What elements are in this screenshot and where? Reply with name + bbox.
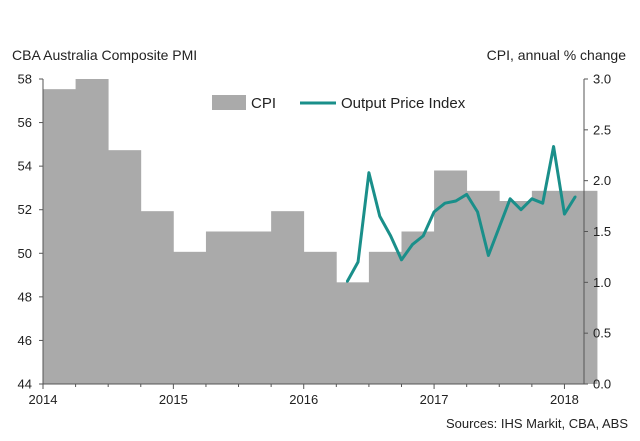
opi-point-16 bbox=[519, 208, 523, 211]
opi-point-9 bbox=[443, 201, 447, 205]
opi-point-2 bbox=[367, 171, 371, 174]
cpi-bar-10 bbox=[368, 251, 402, 384]
opi-point-4 bbox=[389, 234, 392, 238]
opi-point-19 bbox=[552, 145, 555, 148]
left-tick-label-1: 46 bbox=[18, 333, 32, 348]
legend-cpi-swatch bbox=[212, 95, 246, 110]
opi-point-15 bbox=[508, 197, 512, 201]
opi-point-13 bbox=[487, 254, 490, 257]
right-tick-label-2: 1.0 bbox=[593, 275, 611, 290]
left-tick-label-6: 56 bbox=[18, 115, 32, 130]
opi-point-1 bbox=[356, 260, 360, 264]
opi-point-11 bbox=[465, 193, 468, 196]
opi-point-10 bbox=[454, 199, 458, 203]
cpi-bar-3 bbox=[140, 211, 174, 384]
tick-labels: 44 46 48 50 52 54 56 58 0.0 0.5 1.0 1.5 2.0 2.5 3.0 201… bbox=[18, 72, 612, 408]
opi-point-3 bbox=[378, 215, 381, 218]
cpi-bar-9 bbox=[336, 282, 370, 384]
x-tick-label-4: 2018 bbox=[550, 392, 579, 407]
cpi-bar-5 bbox=[205, 231, 239, 384]
left-axis-label: CBA Australia Composite PMI bbox=[12, 47, 197, 63]
x-tick-label-1: 2015 bbox=[159, 392, 188, 407]
left-tick-label-0: 44 bbox=[18, 377, 32, 392]
opi-point-14 bbox=[498, 225, 501, 229]
cpi-bar-4 bbox=[173, 251, 207, 384]
opi-point-7 bbox=[422, 234, 425, 238]
opi-point-20 bbox=[563, 212, 566, 216]
cpi-bar-16 bbox=[564, 190, 598, 384]
right-tick-label-1: 0.5 bbox=[593, 326, 611, 341]
right-tick-label-6: 3.0 bbox=[593, 72, 611, 87]
left-tick-label-5: 54 bbox=[18, 159, 32, 174]
right-tick-label-4: 2.0 bbox=[593, 173, 611, 188]
opi-point-6 bbox=[411, 243, 414, 246]
opi-point-17 bbox=[530, 197, 534, 201]
opi-point-12 bbox=[476, 210, 479, 214]
cpi-bar-11 bbox=[401, 231, 435, 384]
axes bbox=[39, 78, 588, 389]
x-tick-label-3: 2017 bbox=[420, 392, 449, 407]
legend-cpi-label: CPI bbox=[251, 95, 276, 112]
cpi-bar-15 bbox=[531, 190, 565, 384]
cpi-bar-8 bbox=[303, 251, 337, 384]
cpi-bar-1 bbox=[75, 79, 109, 384]
right-tick-label-5: 2.5 bbox=[593, 122, 611, 137]
left-tick-label-2: 48 bbox=[18, 289, 32, 304]
legend: CPI Output Price Index bbox=[212, 95, 466, 112]
opi-line bbox=[345, 145, 577, 283]
opi-point-5 bbox=[400, 258, 403, 262]
right-axis-label: CPI, annual % change bbox=[487, 47, 627, 63]
source-note: Sources: IHS Markit, CBA, ABS bbox=[446, 416, 628, 431]
right-tick-label-0: 0.0 bbox=[593, 377, 611, 392]
cpi-bar-6 bbox=[238, 231, 272, 384]
x-tick-label-0: 2014 bbox=[29, 392, 58, 407]
cpi-bars bbox=[43, 79, 598, 385]
right-tick-label-3: 1.5 bbox=[593, 224, 611, 239]
left-tick-label-4: 52 bbox=[18, 202, 32, 217]
cpi-bar-7 bbox=[271, 211, 305, 384]
opi-point-18 bbox=[541, 201, 544, 205]
cpi-bar-13 bbox=[466, 190, 500, 384]
left-tick-label-7: 58 bbox=[18, 72, 32, 87]
cpi-bar-14 bbox=[499, 201, 533, 384]
opi-point-0 bbox=[345, 280, 349, 283]
opi-point-21 bbox=[574, 195, 577, 198]
legend-opi-label: Output Price Index bbox=[341, 95, 466, 112]
cpi-bar-0 bbox=[43, 89, 76, 385]
left-tick-label-3: 50 bbox=[18, 246, 32, 261]
cpi-bar-2 bbox=[108, 150, 142, 384]
opi-line-layer bbox=[345, 145, 577, 283]
opi-point-8 bbox=[432, 210, 436, 214]
x-tick-label-2: 2016 bbox=[289, 392, 318, 407]
